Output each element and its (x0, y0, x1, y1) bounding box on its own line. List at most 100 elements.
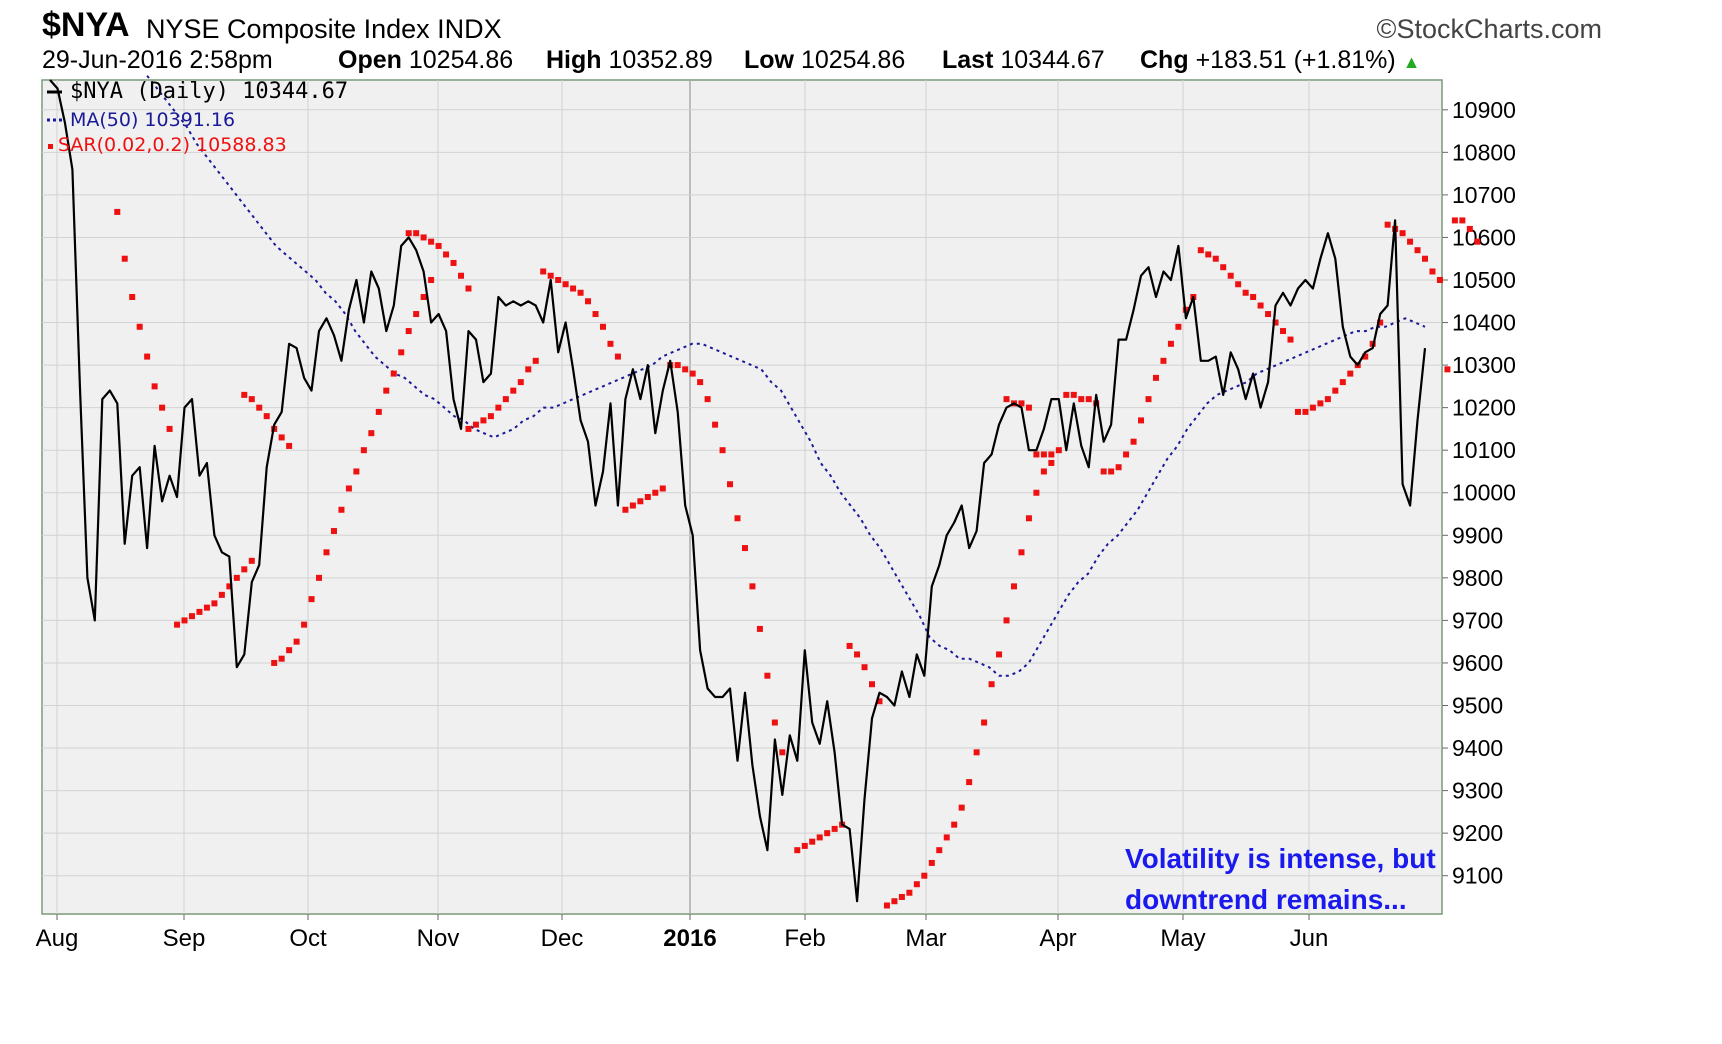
legend-price-label: $NYA (Daily) 10344.67 (70, 79, 348, 104)
sar-point (913, 881, 920, 888)
sar-point (1070, 391, 1077, 398)
y-tick-label: 10800 (1452, 139, 1516, 165)
copyright-notice[interactable]: ©StockCharts.com (1376, 14, 1602, 44)
y-tick-label: 10900 (1452, 97, 1516, 123)
sar-point (1018, 400, 1025, 407)
quote-datetime: 29-Jun-2016 2:58pm (42, 46, 273, 74)
x-axis: Aug Sep Oct Nov Dec 2016 Feb Mar Apr May Jun (36, 914, 1328, 952)
sar-point (188, 613, 195, 620)
sar-point (256, 404, 263, 411)
sar-point (652, 489, 659, 496)
sar-point (1377, 319, 1384, 326)
chg-value: +183.51 (+1.81%) (1195, 46, 1396, 74)
sar-point (1399, 230, 1406, 237)
sar-point (1265, 311, 1272, 318)
sar-point (428, 276, 435, 283)
sar-point (472, 421, 479, 428)
y-tick-label: 9200 (1452, 820, 1503, 846)
sar-point (973, 749, 980, 756)
y-tick-label: 10500 (1452, 267, 1516, 293)
sar-point (1167, 340, 1174, 347)
sar-point (1025, 404, 1032, 411)
low-value: 10254.86 (800, 46, 906, 74)
sar-point (1003, 617, 1010, 624)
high-label: High (546, 46, 602, 74)
legend-sar-label: SAR(0.02,0.2) 10588.83 (58, 134, 287, 156)
sar-point (1048, 459, 1055, 466)
sar-point (1362, 353, 1369, 360)
y-tick-label: 9400 (1452, 735, 1503, 761)
sar-point (383, 387, 390, 394)
sar-point (727, 481, 734, 488)
sar-point (816, 834, 823, 841)
sar-point (1048, 451, 1055, 458)
sar-point (570, 285, 577, 292)
sar-point (443, 251, 450, 258)
sar-point (1115, 464, 1122, 471)
sar-point (278, 434, 285, 441)
sar-point (159, 404, 166, 411)
sar-point (353, 468, 360, 475)
sar-point (622, 506, 629, 513)
sar-point (1085, 396, 1092, 403)
sar-point (1033, 451, 1040, 458)
ticker-symbol: $NYA (42, 6, 130, 44)
sar-point (704, 396, 711, 403)
sar-point (480, 417, 487, 424)
sar-point (592, 311, 599, 318)
index-full-name: NYSE Composite Index (146, 14, 430, 44)
sar-point (771, 719, 778, 726)
sar-point (316, 574, 323, 581)
sar-point (540, 268, 547, 275)
sar-point (1332, 387, 1339, 394)
sar-point (988, 681, 995, 688)
sar-point (1152, 374, 1159, 381)
sar-point (420, 294, 427, 301)
y-tick-label: 9900 (1452, 522, 1503, 548)
sar-point (831, 825, 838, 832)
sar-point (719, 447, 726, 454)
sar-point (241, 391, 248, 398)
sar-point (144, 353, 151, 360)
sar-point (562, 281, 569, 288)
sar-point (801, 842, 808, 849)
legend-sar-swatch (48, 144, 53, 149)
sar-point (958, 804, 965, 811)
sar-point (196, 608, 203, 615)
legend-ma-label: MA(50) 10391.16 (70, 109, 235, 131)
sar-point (1160, 357, 1167, 364)
sar-point (330, 528, 337, 535)
sar-point (1242, 289, 1249, 296)
sar-point (1138, 417, 1145, 424)
sar-point (1339, 379, 1346, 386)
x-tick-label: Dec (541, 925, 584, 952)
sar-point (794, 847, 801, 854)
sar-point (697, 379, 704, 386)
sar-point (271, 659, 278, 666)
low-label: Low (744, 46, 794, 74)
sar-point (898, 893, 905, 900)
price-series (49, 79, 1427, 903)
last-value: 10344.67 (1000, 46, 1105, 74)
sar-point (779, 749, 786, 756)
y-tick-label: 10100 (1452, 437, 1516, 463)
sar-point (1175, 323, 1182, 330)
chart-header: $NYA NYSE Composite Index INDX ©StockCha… (42, 6, 1602, 46)
sar-point (1466, 225, 1473, 232)
sar-point (1063, 391, 1070, 398)
sar-point (1108, 468, 1115, 475)
sar-point (659, 485, 666, 492)
sar-point (465, 425, 472, 432)
sar-point (525, 366, 532, 373)
sar-point (854, 651, 861, 658)
sar-point (181, 617, 188, 624)
sar-point (1003, 396, 1010, 403)
sar-point (1422, 255, 1428, 262)
price-line (49, 79, 1427, 903)
sar-point (1212, 255, 1219, 262)
sar-point (532, 357, 539, 364)
sar-point (1407, 238, 1414, 245)
vertical-gridlines (56, 80, 1310, 914)
sar-point (323, 549, 330, 556)
sar-point (682, 366, 689, 373)
